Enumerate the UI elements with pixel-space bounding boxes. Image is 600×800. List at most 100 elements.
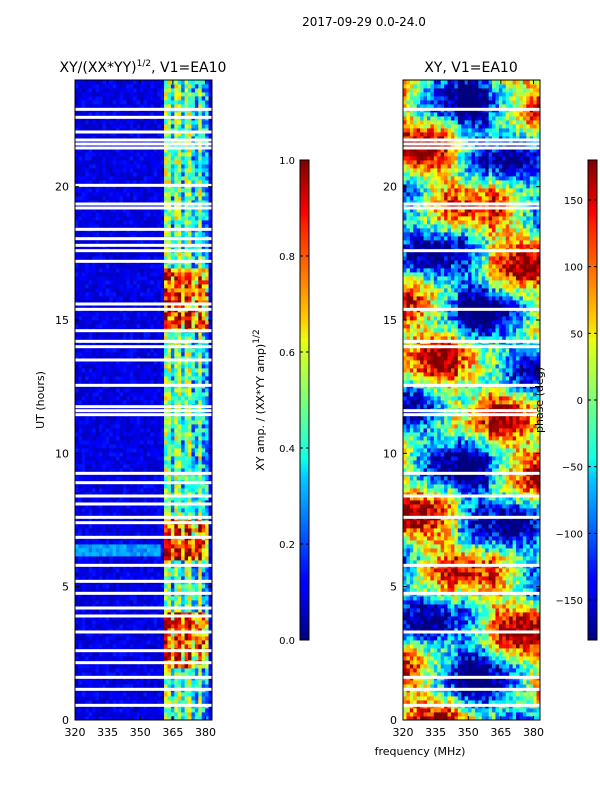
heatmap-cell (181, 252, 185, 257)
heatmap-cell (174, 348, 179, 353)
heatmap-cell (95, 312, 100, 317)
heatmap-cell (105, 600, 110, 605)
heatmap-cell (119, 220, 124, 225)
heatmap-cell (143, 368, 148, 373)
heatmap-cell (116, 252, 120, 257)
heatmap-cell (85, 284, 90, 289)
heatmap-cell (102, 312, 107, 317)
heatmap-cell (167, 380, 172, 385)
heatmap-cell (119, 636, 124, 641)
heatmap-cell (188, 460, 192, 465)
heatmap-cell (112, 276, 117, 281)
heatmap-cell (88, 668, 93, 673)
heatmap-cell (198, 608, 203, 613)
heatmap-cell (143, 628, 148, 633)
heatmap-cell (146, 448, 151, 453)
heatmap-cell (126, 644, 131, 649)
heatmap-cell (85, 600, 90, 605)
heatmap-cell (136, 636, 141, 641)
heatmap-cell (126, 696, 131, 701)
heatmap-cell (150, 336, 155, 341)
heatmap-cell (92, 544, 96, 549)
heatmap-cell (105, 416, 110, 421)
heatmap-cell (205, 312, 209, 317)
heatmap-cell (129, 628, 134, 633)
heatmap-cell (119, 460, 124, 465)
heatmap-cell (157, 500, 162, 505)
heatmap-cell (98, 524, 103, 529)
heatmap-cell (116, 444, 120, 449)
heatmap-cell (198, 268, 203, 273)
heatmap-cell (133, 284, 138, 289)
heatmap-cell (126, 376, 131, 381)
heatmap-cell (177, 552, 182, 557)
heatmap-cell (177, 684, 182, 689)
heatmap-cell (188, 668, 192, 673)
heatmap-cell (98, 460, 103, 465)
heatmap-cell (102, 284, 107, 289)
heatmap-cell (112, 300, 117, 305)
heatmap-cell (208, 452, 212, 457)
heatmap-cell (122, 556, 127, 561)
heatmap-cell (205, 460, 209, 465)
heatmap-cell (170, 368, 175, 373)
heatmap-cell (112, 280, 117, 285)
heatmap-cell (164, 712, 168, 717)
heatmap-cell (98, 256, 103, 261)
heatmap-cell (105, 500, 110, 505)
heatmap-cell (174, 496, 179, 501)
heatmap-cell (119, 708, 124, 713)
heatmap-cell (188, 656, 192, 661)
heatmap-cell (164, 400, 168, 405)
heatmap-cell (205, 476, 209, 481)
heatmap-cell (150, 440, 155, 445)
heatmap-cell (194, 448, 199, 453)
heatmap-cell (102, 304, 107, 309)
heatmap-cell (140, 224, 144, 229)
heatmap-cell (191, 464, 196, 469)
heatmap-cell (88, 444, 93, 449)
heatmap-cell (98, 420, 103, 425)
heatmap-cell (78, 588, 83, 593)
heatmap-cell (112, 700, 117, 705)
heatmap-cell (191, 428, 196, 433)
heatmap-cell (78, 532, 83, 537)
heatmap-cell (170, 424, 175, 429)
heatmap-cell (205, 424, 209, 429)
heatmap-cell (150, 668, 155, 673)
heatmap-cell (109, 712, 114, 717)
heatmap-cell (198, 368, 203, 373)
heatmap-cell (98, 700, 103, 705)
heatmap-cell (160, 628, 165, 633)
heatmap-cell (105, 240, 110, 245)
heatmap-cell (140, 444, 144, 449)
heatmap-cell (174, 504, 179, 509)
heatmap-cell (136, 356, 141, 361)
heatmap-cell (105, 468, 110, 473)
heatmap-cell (129, 684, 134, 689)
heatmap-cell (98, 708, 103, 713)
heatmap-cell (201, 400, 206, 405)
heatmap-cell (194, 492, 199, 497)
heatmap-cell (112, 504, 117, 509)
heatmap-cell (198, 528, 203, 533)
heatmap-cell (188, 448, 192, 453)
heatmap-cell (143, 664, 148, 669)
heatmap-cell (88, 292, 93, 297)
heatmap-cell (92, 616, 96, 621)
heatmap-cell (129, 364, 134, 369)
heatmap-cell (81, 488, 86, 493)
heatmap-cell (102, 232, 107, 237)
heatmap-cell (85, 444, 90, 449)
heatmap-cell (88, 716, 93, 720)
heatmap-cell (140, 264, 144, 269)
heatmap-cell (150, 256, 155, 261)
heatmap-cell (140, 292, 144, 297)
heatmap-cell (160, 584, 165, 589)
heatmap-cell (194, 312, 199, 317)
heatmap-cell (146, 256, 151, 261)
heatmap-cell (181, 400, 185, 405)
heatmap-cell (157, 616, 162, 621)
heatmap-cell (98, 444, 103, 449)
heatmap-cell (164, 528, 168, 533)
